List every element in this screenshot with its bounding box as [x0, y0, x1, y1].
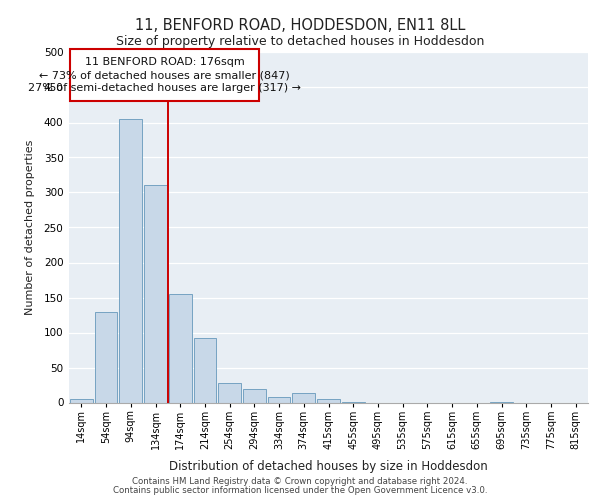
Text: Contains HM Land Registry data © Crown copyright and database right 2024.: Contains HM Land Registry data © Crown c… — [132, 477, 468, 486]
Text: Size of property relative to detached houses in Hoddesdon: Size of property relative to detached ho… — [116, 35, 484, 48]
Text: 11, BENFORD ROAD, HODDESDON, EN11 8LL: 11, BENFORD ROAD, HODDESDON, EN11 8LL — [135, 18, 465, 32]
Y-axis label: Number of detached properties: Number of detached properties — [25, 140, 35, 315]
Bar — [243, 388, 266, 402]
Bar — [194, 338, 216, 402]
X-axis label: Distribution of detached houses by size in Hoddesdon: Distribution of detached houses by size … — [169, 460, 488, 473]
Bar — [268, 397, 290, 402]
Bar — [169, 294, 191, 403]
Bar — [317, 399, 340, 402]
Bar — [144, 186, 167, 402]
Bar — [292, 394, 315, 402]
Bar — [119, 119, 142, 403]
Text: Contains public sector information licensed under the Open Government Licence v3: Contains public sector information licen… — [113, 486, 487, 495]
Bar — [218, 383, 241, 402]
Text: ← 73% of detached houses are smaller (847): ← 73% of detached houses are smaller (84… — [40, 70, 290, 80]
Bar — [95, 312, 118, 402]
FancyBboxPatch shape — [70, 49, 259, 102]
Text: 11 BENFORD ROAD: 176sqm: 11 BENFORD ROAD: 176sqm — [85, 57, 245, 67]
Text: 27% of semi-detached houses are larger (317) →: 27% of semi-detached houses are larger (… — [28, 84, 301, 94]
Bar — [70, 399, 93, 402]
